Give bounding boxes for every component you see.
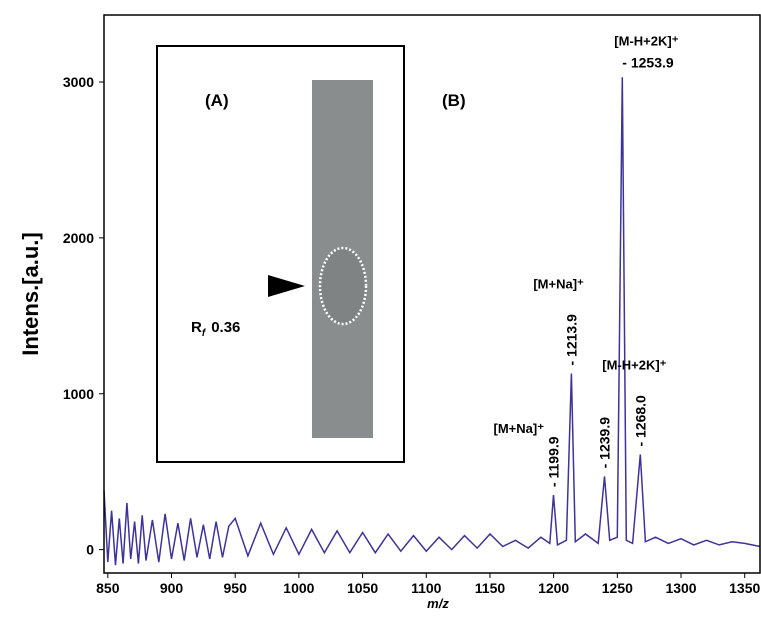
y-tick-label: 1000 bbox=[63, 386, 94, 402]
x-tick-label: 1100 bbox=[411, 580, 442, 596]
rf-symbol: R bbox=[191, 319, 202, 336]
spot-outline bbox=[318, 246, 368, 326]
rf-subscript: f bbox=[202, 328, 207, 339]
ion-label: [M-H+2K]⁺ bbox=[614, 33, 678, 48]
ion-label: [M+Na]⁺ bbox=[494, 421, 545, 436]
x-tick-label: 1300 bbox=[665, 580, 696, 596]
peak-label: - 1239.9 bbox=[596, 417, 612, 469]
x-tick-label: 1150 bbox=[475, 580, 506, 596]
spectrum-line bbox=[103, 77, 761, 566]
x-axis-label: m/z bbox=[427, 596, 449, 611]
y-axis-label: Intens.[a.u.] bbox=[18, 232, 43, 355]
x-tick-label: 900 bbox=[160, 580, 184, 596]
rf-label: Rf 0.36 bbox=[191, 319, 240, 339]
plot-area bbox=[103, 77, 761, 566]
peak-label: - 1213.9 bbox=[563, 314, 579, 366]
peak-label: - 1253.9 bbox=[622, 54, 674, 70]
ion-label: [M-H+2K]⁺ bbox=[602, 358, 666, 373]
x-tick-label: 850 bbox=[96, 580, 120, 596]
arrow bbox=[268, 275, 305, 297]
peak-label: - 1268.0 bbox=[632, 395, 648, 447]
panel-label: (B) bbox=[442, 91, 466, 110]
x-tick-label: 1050 bbox=[347, 580, 378, 596]
x-tick-label: 1250 bbox=[602, 580, 633, 596]
x-tick-label: 1350 bbox=[729, 580, 760, 596]
y-tick-label: 0 bbox=[86, 542, 94, 558]
plot-frame bbox=[103, 14, 761, 574]
peak-label: - 1199.9 bbox=[546, 436, 562, 487]
x-tick-label: 950 bbox=[224, 580, 248, 596]
y-tick-label: 2000 bbox=[63, 230, 94, 246]
x-tick-label: 1200 bbox=[538, 580, 569, 596]
x-tick-label: 1000 bbox=[283, 580, 314, 596]
panel-label: (A) bbox=[205, 91, 229, 110]
rf-value: 0.36 bbox=[211, 319, 240, 336]
ion-label: [M+Na]⁺ bbox=[533, 276, 584, 291]
inset: (A) Rf 0.36 bbox=[156, 45, 405, 463]
y-tick-label: 3000 bbox=[63, 74, 94, 90]
